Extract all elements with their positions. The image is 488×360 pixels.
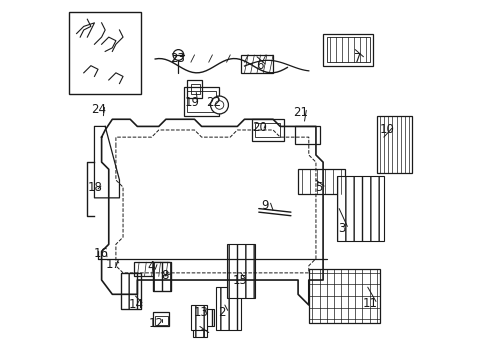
- Circle shape: [173, 50, 183, 60]
- Circle shape: [210, 96, 228, 114]
- Bar: [190, 305, 206, 330]
- Text: 18: 18: [88, 181, 103, 194]
- Text: 21: 21: [293, 105, 308, 119]
- Bar: [337, 176, 383, 241]
- Bar: [153, 312, 169, 327]
- Text: 14: 14: [129, 298, 144, 311]
- Bar: [69, 12, 141, 94]
- Text: 13: 13: [193, 306, 208, 319]
- Bar: [226, 244, 255, 298]
- Text: 6: 6: [256, 59, 263, 72]
- Text: 8: 8: [161, 269, 168, 282]
- Bar: [187, 80, 201, 98]
- Text: 12: 12: [148, 317, 163, 330]
- Bar: [187, 91, 216, 112]
- Bar: [255, 123, 280, 137]
- Text: 20: 20: [252, 121, 267, 134]
- Text: 23: 23: [170, 52, 185, 65]
- Text: 5: 5: [314, 181, 322, 194]
- Bar: [294, 126, 319, 144]
- Bar: [376, 116, 411, 173]
- Bar: [298, 169, 344, 194]
- Bar: [190, 84, 200, 94]
- Bar: [153, 262, 171, 291]
- Text: 10: 10: [379, 123, 393, 136]
- Text: 19: 19: [184, 96, 199, 109]
- Bar: [323, 33, 372, 66]
- Bar: [251, 119, 283, 141]
- Text: 1: 1: [199, 328, 207, 341]
- Bar: [192, 316, 206, 337]
- Bar: [308, 269, 380, 323]
- Text: 4: 4: [147, 260, 155, 273]
- Text: 22: 22: [205, 96, 221, 109]
- Text: 11: 11: [363, 297, 377, 310]
- Text: 15: 15: [232, 274, 247, 287]
- Bar: [155, 316, 167, 325]
- Bar: [121, 273, 141, 309]
- Bar: [134, 262, 169, 276]
- Bar: [121, 273, 141, 309]
- Bar: [326, 37, 369, 62]
- Text: 16: 16: [93, 247, 108, 260]
- Text: 2: 2: [218, 306, 225, 319]
- Text: 7: 7: [354, 52, 361, 65]
- Bar: [153, 262, 171, 291]
- Text: 17: 17: [106, 258, 121, 271]
- Bar: [216, 287, 241, 330]
- Circle shape: [215, 101, 224, 109]
- Text: 24: 24: [91, 103, 106, 116]
- Bar: [200, 309, 214, 327]
- Text: 9: 9: [261, 198, 268, 212]
- Bar: [241, 55, 272, 73]
- Text: 3: 3: [338, 222, 345, 235]
- Bar: [183, 87, 219, 116]
